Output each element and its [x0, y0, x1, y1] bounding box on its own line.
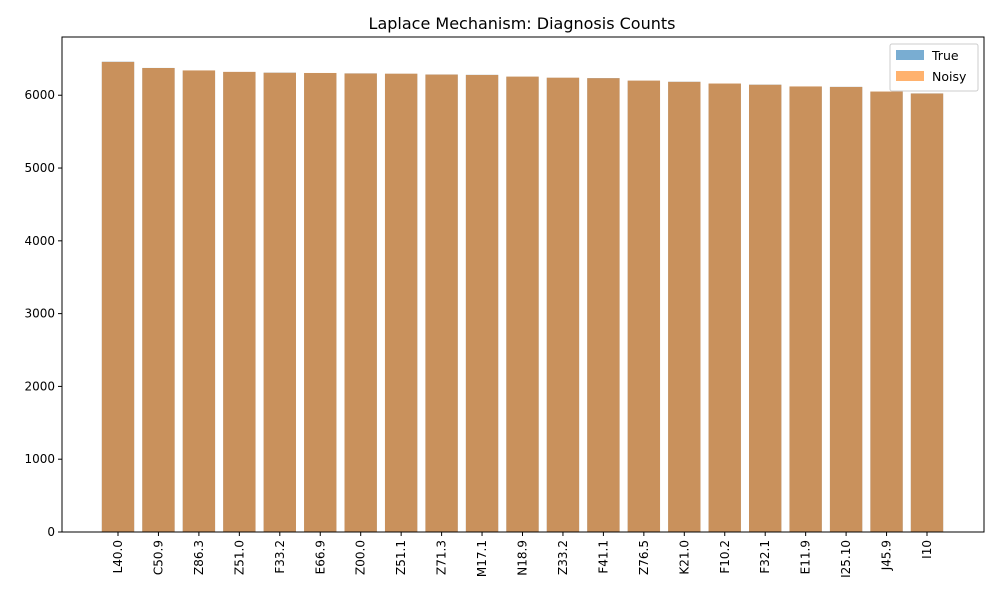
- bar-noisy-Z51.0: [223, 71, 256, 533]
- bar-noisy-N18.9: [506, 76, 539, 532]
- x-tick-label: K21.0: [677, 540, 691, 575]
- bar-noisy-Z51.1: [384, 73, 418, 532]
- bar-noisy-I10: [910, 93, 944, 533]
- x-tick-label: C50.9: [151, 540, 165, 575]
- x-tick-label: I10: [920, 540, 934, 559]
- x-tick-label: M17.1: [475, 540, 489, 577]
- bar-noisy-F33.2: [263, 72, 296, 532]
- bar-noisy-M17.1: [465, 74, 499, 533]
- x-tick-label: E11.9: [799, 540, 813, 574]
- bar-noisy-C50.9: [142, 68, 175, 533]
- y-tick-label: 3000: [24, 307, 55, 321]
- bar-noisy-F10.2: [708, 83, 741, 532]
- x-tick-label: F10.2: [718, 540, 732, 574]
- x-tick-label: Z00.0: [354, 540, 368, 575]
- y-tick-label: 5000: [24, 161, 55, 175]
- x-tick-label: Z51.1: [394, 540, 408, 575]
- legend: True Noisy: [889, 43, 979, 92]
- x-axis: L40.0 C50.9 Z86.3 Z51.0 F33.2 E66.9 Z00.0 Z51.1…: [111, 532, 934, 578]
- y-tick-label: 6000: [24, 88, 55, 102]
- x-tick-label: Z71.3: [435, 540, 449, 575]
- x-tick-label: E66.9: [313, 540, 327, 574]
- x-tick-label: F41.1: [596, 540, 610, 574]
- bar-noisy-E11.9: [789, 86, 822, 532]
- x-tick-label: J45.9: [880, 540, 894, 571]
- bar-noisy-Z71.3: [425, 74, 458, 532]
- x-tick-label: Z51.0: [232, 540, 246, 575]
- bar-noisy-L40.0: [101, 61, 135, 532]
- x-tick-label: Z86.3: [192, 540, 206, 575]
- bar-noisy-K21.0: [668, 81, 701, 532]
- y-tick-label: 1000: [24, 452, 55, 466]
- bar-noisy-E66.9: [304, 72, 337, 532]
- bars-layer: [101, 61, 944, 533]
- x-tick-label: Z33.2: [556, 540, 570, 575]
- bar-noisy-J45.9: [870, 91, 903, 532]
- bar-noisy-Z33.2: [546, 77, 580, 533]
- y-axis: 0 1000 2000 3000 4000 5000 6000: [24, 88, 62, 539]
- x-tick-label: F33.2: [273, 540, 287, 574]
- bar-noisy-I25.10: [829, 86, 863, 532]
- legend-label-true: True: [931, 48, 959, 63]
- y-tick-label: 2000: [24, 379, 55, 393]
- bar-noisy-Z00.0: [344, 73, 377, 533]
- legend-swatch-true: [896, 50, 924, 60]
- x-tick-label: Z76.5: [637, 540, 651, 575]
- bar-noisy-F32.1: [749, 84, 782, 533]
- bar-noisy-Z86.3: [182, 70, 216, 532]
- legend-swatch-noisy: [896, 71, 924, 81]
- legend-label-noisy: Noisy: [932, 69, 967, 84]
- x-tick-label: I25.10: [839, 540, 853, 578]
- x-tick-label: F32.1: [758, 540, 772, 574]
- y-tick-label: 0: [47, 525, 55, 539]
- bar-noisy-Z76.5: [627, 80, 661, 533]
- x-tick-label: L40.0: [111, 540, 125, 573]
- x-tick-label: N18.9: [516, 540, 530, 576]
- chart-title: Laplace Mechanism: Diagnosis Counts: [369, 14, 676, 33]
- bar-noisy-F41.1: [587, 78, 620, 532]
- y-tick-label: 4000: [24, 234, 55, 248]
